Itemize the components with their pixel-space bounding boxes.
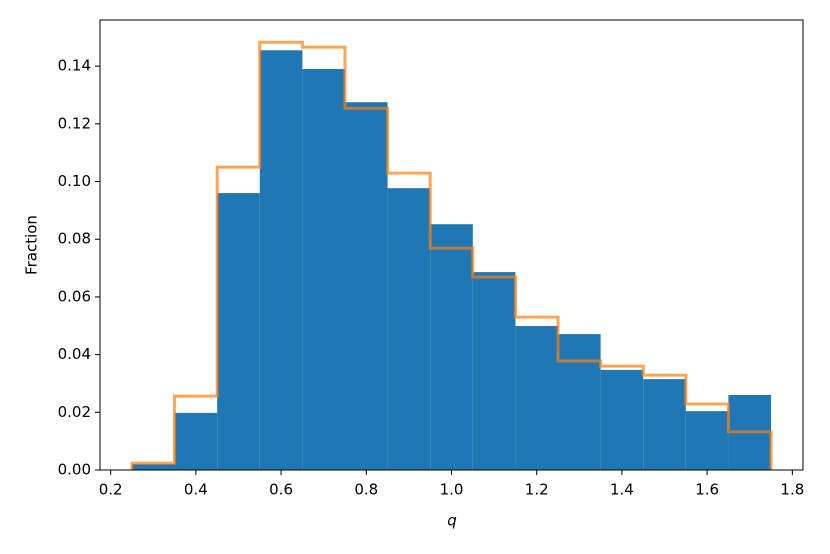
x-tick-label: 0.8 <box>354 481 378 499</box>
bar <box>558 334 601 470</box>
y-tick-label: 0.02 <box>58 403 91 421</box>
x-tick-label: 0.6 <box>269 481 293 499</box>
x-tick-label: 0.2 <box>99 481 123 499</box>
x-tick-label: 1.8 <box>780 481 804 499</box>
bar <box>174 412 218 470</box>
bar <box>217 193 260 471</box>
bar <box>259 50 303 471</box>
bar <box>131 464 175 470</box>
bar <box>515 326 559 470</box>
step-outline <box>130 40 773 470</box>
bar <box>472 272 516 470</box>
y-axis-label: Fraction <box>23 215 41 275</box>
bar <box>387 188 431 470</box>
bar <box>302 69 345 471</box>
y-tick-label: 0.06 <box>58 287 91 305</box>
bar <box>685 411 729 470</box>
x-tick-label: 1.0 <box>440 481 464 499</box>
bar <box>643 379 686 470</box>
y-tick-label: 0.14 <box>58 57 91 75</box>
x-tick-label: 1.6 <box>695 481 719 499</box>
y-tick-label: 0.04 <box>58 345 91 363</box>
y-tick-label: 0.12 <box>58 114 91 132</box>
bar <box>430 224 473 470</box>
x-tick-label: 0.4 <box>184 481 208 499</box>
x-axis-label: q <box>447 512 457 530</box>
y-tick-label: 0.08 <box>58 230 91 248</box>
x-tick-label: 1.4 <box>610 481 634 499</box>
y-tick-label: 0.00 <box>58 461 91 479</box>
x-tick-label: 1.2 <box>525 481 549 499</box>
y-tick-label: 0.10 <box>58 172 91 190</box>
bar <box>600 369 644 470</box>
bar <box>344 102 388 470</box>
